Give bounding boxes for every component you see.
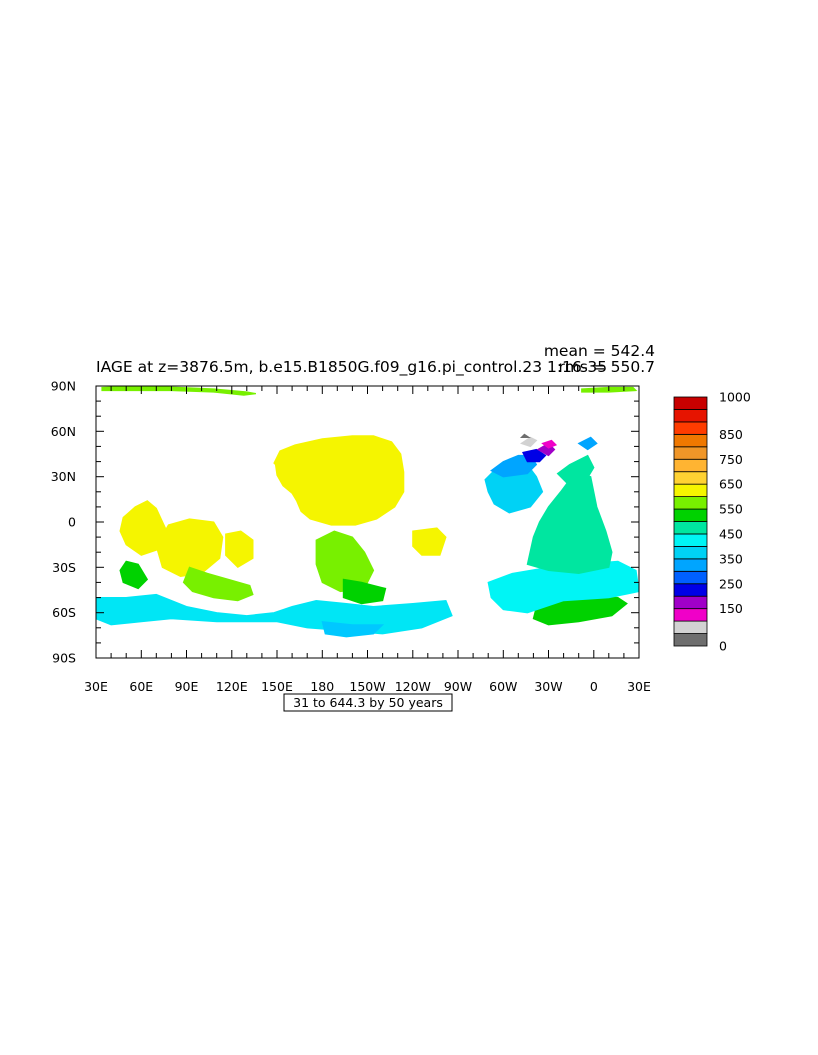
axis-ticks: [95, 385, 640, 659]
region-labrador-deep: [522, 448, 547, 463]
rms-stat: rms = 550.7: [559, 358, 656, 376]
region-greenland-gray: [520, 436, 538, 448]
map-regions: [96, 386, 639, 638]
region-atlantic-equatorial: [526, 472, 613, 575]
y-tick-label: 0: [68, 515, 76, 530]
contour-info: 31 to 644.3 by 50 years: [293, 695, 443, 710]
region-w-pacific: [225, 530, 254, 569]
colorbar-label: 750: [719, 452, 743, 467]
colorbar-bin: [673, 608, 708, 622]
colorbar-bin: [673, 483, 708, 497]
colorbar-bin: [673, 633, 708, 647]
colorbar-label: 850: [719, 427, 743, 442]
colorbar-label: 150: [719, 601, 743, 616]
region-n-pacific: [273, 435, 405, 526]
y-tick-label: 60N: [51, 424, 76, 439]
x-tick-label: 0: [590, 679, 598, 694]
y-tick-label: 30S: [52, 560, 76, 575]
colorbar-bin: [673, 546, 708, 560]
colorbar-label: 450: [719, 527, 743, 542]
colorbar-bin: [673, 396, 708, 410]
x-tick-label: 30E: [627, 679, 651, 694]
contour-info-box: [283, 693, 453, 712]
region-s-indian-green: [182, 566, 254, 602]
x-tick-label: 90W: [444, 679, 472, 694]
region-ne-atlantic: [556, 454, 595, 487]
y-tick-label: 90N: [51, 379, 76, 394]
x-tick-label: 30E: [84, 679, 108, 694]
x-tick-label: 150W: [349, 679, 385, 694]
region-indian-central: [155, 518, 224, 578]
colorbar: 0 150 250 350 450 550 650 750 850 1000: [673, 390, 751, 654]
region-arctic-strip-west: [101, 386, 257, 396]
region-norwegian-blue: [577, 436, 598, 451]
colorbar-bin: [673, 471, 708, 485]
x-tick-label: 30W: [534, 679, 562, 694]
y-tick-label: 60S: [52, 605, 76, 620]
region-ross-sea: [321, 621, 385, 638]
x-tick-label: 120W: [395, 679, 431, 694]
mean-stat: mean = 542.4: [544, 342, 655, 360]
region-southern-ocean-indian: [96, 593, 453, 635]
colorbar-bin: [673, 533, 708, 547]
colorbar-bin: [673, 595, 708, 610]
colorbar-label: 650: [719, 477, 743, 492]
colorbar-bin: [673, 496, 708, 510]
region-s-pacific-green: [315, 530, 375, 593]
colorbar-label: 550: [719, 502, 743, 517]
region-s-pacific-green-east: [342, 578, 387, 605]
x-tick-label: 60W: [489, 679, 517, 694]
region-e-pacific: [412, 527, 447, 556]
colorbar-bin: [673, 421, 708, 435]
colorbar-label: 250: [719, 576, 743, 591]
colorbar-bin: [673, 458, 708, 473]
x-tick-label: 60E: [129, 679, 153, 694]
x-tick-label: 90E: [175, 679, 199, 694]
region-greenland-dark: [519, 433, 531, 438]
region-labrador-magenta: [541, 439, 558, 449]
colorbar-bin: [673, 446, 708, 460]
x-tick-label: 180: [310, 679, 334, 694]
colorbar-bin: [673, 521, 708, 535]
chart-title: IAGE at z=3876.5m, b.e15.B1850G.f09_g16.…: [96, 358, 607, 377]
colorbar-bin: [673, 508, 708, 522]
colorbar-bin: [673, 433, 708, 448]
colorbar-label: 0: [719, 639, 727, 654]
colorbar-label: 350: [719, 551, 743, 566]
x-tick-label: 120E: [216, 679, 248, 694]
y-tick-label: 90S: [52, 651, 76, 666]
colorbar-bin: [673, 409, 708, 423]
y-tick-label: 30N: [51, 469, 76, 484]
colorbar-label: 1000: [719, 390, 751, 405]
axis-labels: 30E 60E 90E 120E 150E 180 150W 120W 90W 60W 30W 0 30…: [51, 379, 651, 695]
colorbar-bin: [673, 583, 708, 597]
x-tick-label: 150E: [261, 679, 293, 694]
colorbar-bin: [673, 620, 708, 634]
colorbar-bin: [673, 558, 708, 572]
region-sw-indian-green: [119, 560, 149, 590]
colorbar-bin: [673, 570, 708, 585]
